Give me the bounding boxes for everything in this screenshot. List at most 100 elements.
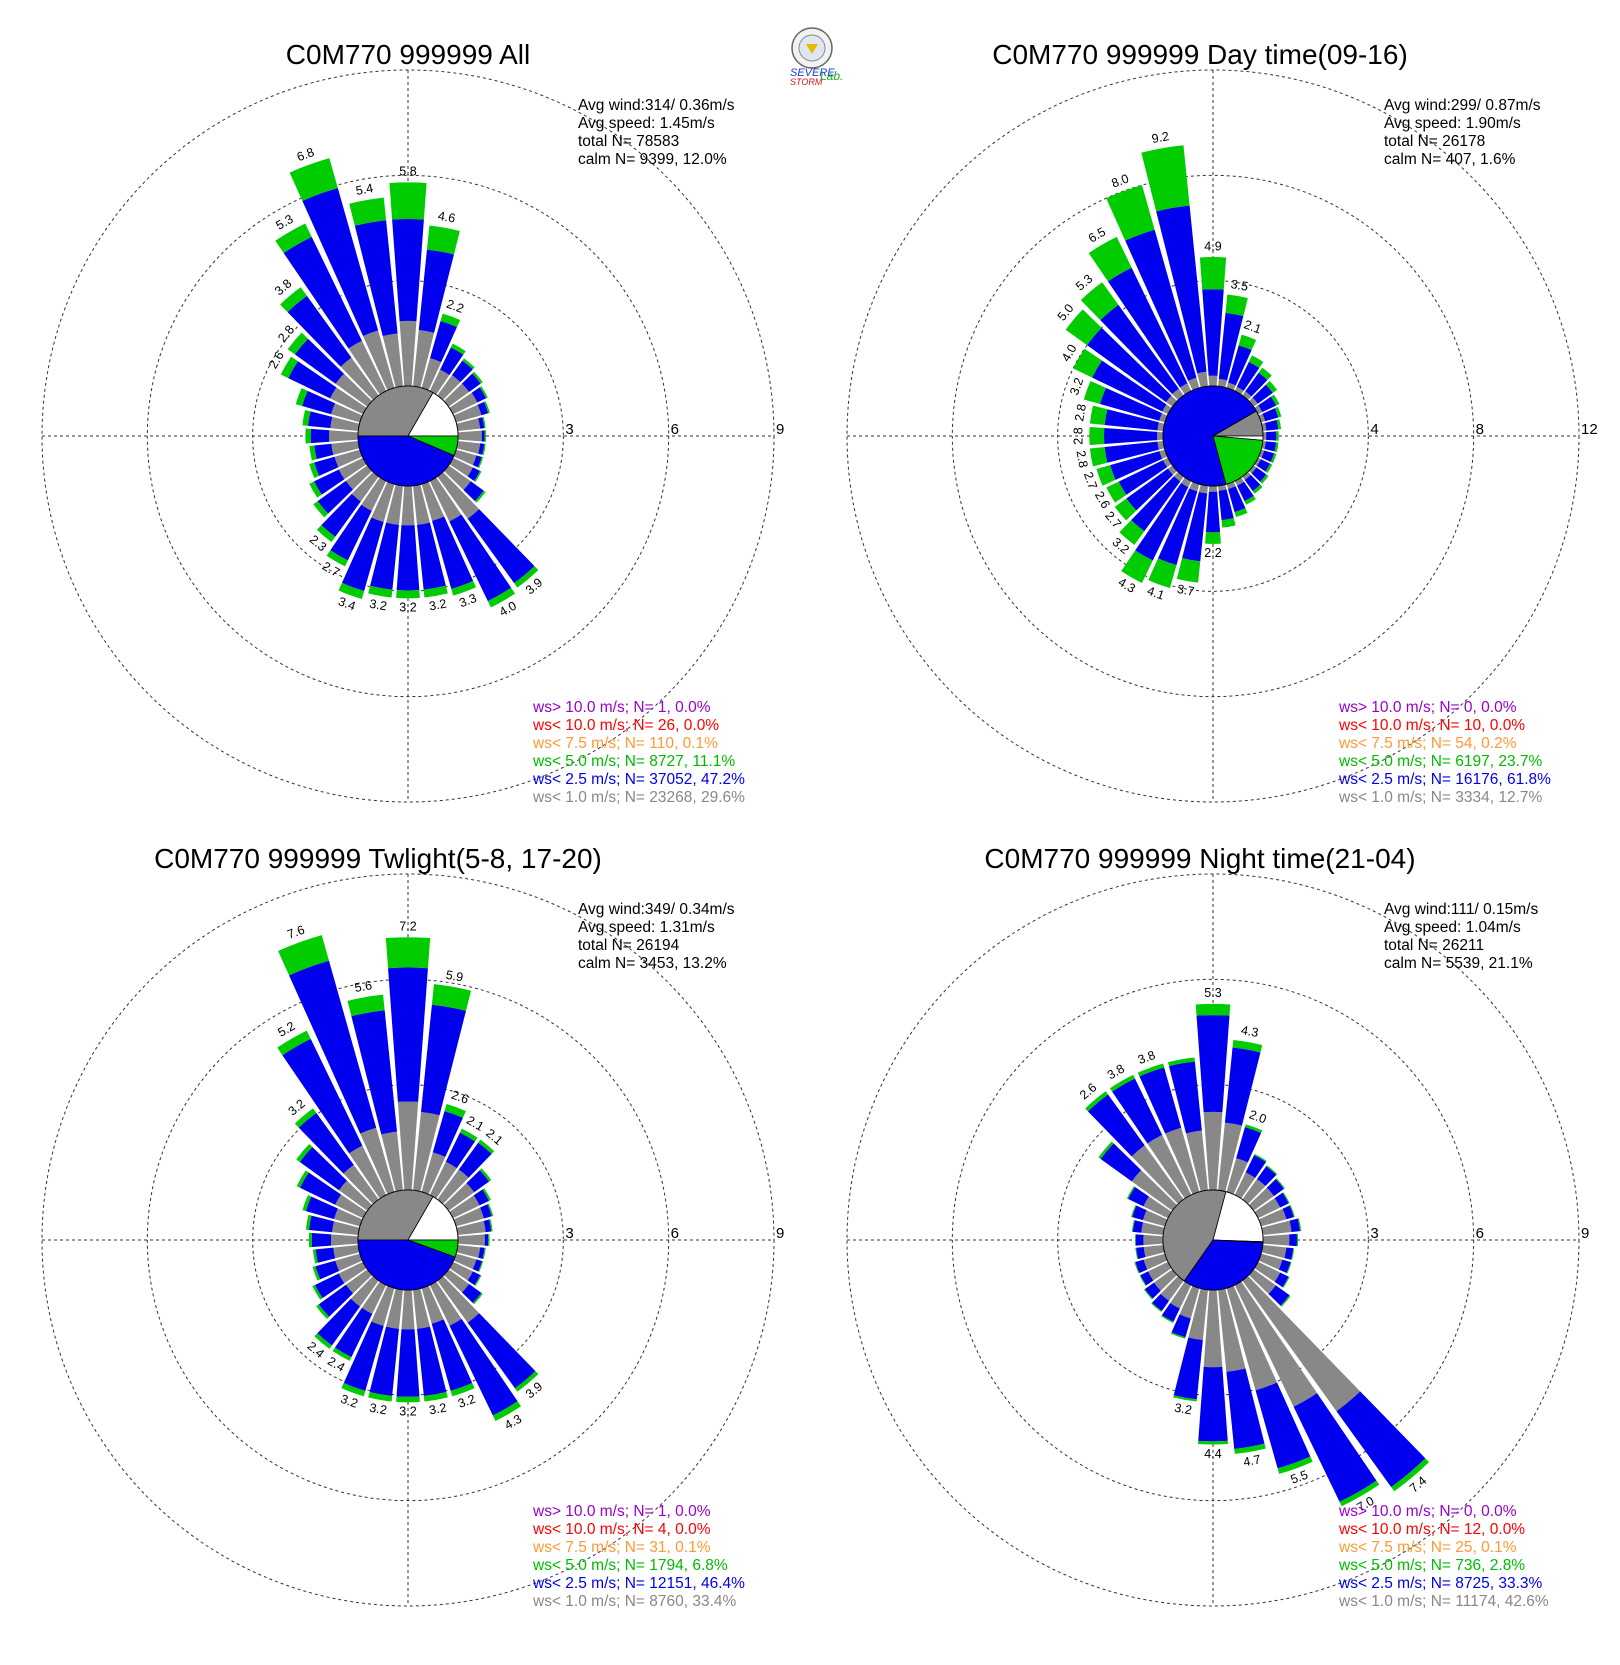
bar-segment-green <box>1088 236 1132 282</box>
bar-segment-gray <box>330 387 367 415</box>
bar-segment-blue <box>287 295 352 367</box>
bar-segment-blue <box>1100 1143 1142 1182</box>
direction-bar-170 <box>1218 484 1236 528</box>
bar-segment-green <box>287 332 309 355</box>
direction-bar-40 <box>437 358 475 401</box>
bar-segment-blue <box>1251 467 1267 482</box>
direction-bar-330 <box>1109 1074 1192 1199</box>
direction-bar-260 <box>1135 1245 1165 1260</box>
bar-segment-green <box>487 1203 494 1217</box>
legend-entry: ws> 10.0 m/s; N= 0, 0.0% <box>1338 699 1517 716</box>
bar-segment-green <box>277 1030 311 1056</box>
bar-value-label: 3.2 <box>428 597 448 614</box>
bar-value-label: 8.0 <box>1110 171 1131 190</box>
bar-segment-blue <box>315 1247 336 1263</box>
legend-entry: ws< 10.0 m/s; N= 10, 0.0% <box>1338 717 1525 734</box>
direction-bar-70 <box>1258 1205 1295 1227</box>
direction-bar-230 <box>316 1269 373 1319</box>
bar-segment-blue <box>1092 360 1167 412</box>
bar-segment-green <box>302 409 311 426</box>
bar-segment-green <box>1252 484 1263 494</box>
direction-bar-100 <box>1261 1245 1295 1261</box>
bar-segment-gray <box>1186 1130 1208 1192</box>
bar-segment-green <box>426 225 460 255</box>
bar-segment-blue <box>432 1111 463 1157</box>
bar-segment-gray <box>1218 484 1227 491</box>
bar-segment-green <box>474 470 482 482</box>
logo-severe: SEVERE <box>790 67 835 79</box>
direction-bar-250 <box>309 449 363 479</box>
bar-segment-green <box>474 490 486 503</box>
bar-segment-blue <box>1198 1366 1228 1442</box>
bar-value-label: 4.1 <box>1145 584 1166 603</box>
bar-segment-green <box>312 1266 321 1281</box>
bar-segment-green <box>482 443 486 456</box>
bar-segment-gray <box>1242 1275 1361 1412</box>
stats-line: total N= 26178 <box>1384 133 1485 150</box>
bar-segment-green <box>347 994 385 1017</box>
bar-segment-gray <box>1160 1275 1184 1301</box>
ring-label: 12 <box>1581 421 1598 438</box>
bar-segment-gray <box>1143 1253 1168 1270</box>
bar-segment-green <box>1232 1040 1263 1053</box>
bar-value-label: 5.6 <box>354 978 374 995</box>
direction-bar-290 <box>302 1195 363 1227</box>
bar-segment-blue <box>1156 205 1207 374</box>
direction-bar-10 <box>1218 294 1248 388</box>
bar-segment-blue <box>1087 1094 1145 1157</box>
direction-bar-0 <box>389 182 427 387</box>
stats-line: calm N= 5539, 21.1% <box>1384 955 1533 972</box>
bar-segment-blue <box>330 504 372 561</box>
logo-storm: STORM <box>790 77 823 87</box>
direction-bar-50 <box>1248 1178 1285 1211</box>
bar-segment-green <box>1085 1091 1109 1112</box>
bar-segment-green <box>1089 426 1105 446</box>
bar-segment-blue <box>1282 1205 1294 1220</box>
bar-segment-blue <box>317 480 354 514</box>
bar-value-label: 5.2 <box>275 1019 297 1040</box>
bar-segment-green <box>312 1249 318 1264</box>
bar-segment-gray <box>1258 1208 1287 1227</box>
direction-bar-130 <box>443 465 486 503</box>
bar-segment-blue <box>392 219 424 322</box>
bar-segment-blue <box>478 417 485 429</box>
bar-segment-blue <box>1182 492 1208 562</box>
bar-segment-gray <box>443 1269 470 1293</box>
bar-segment-gray <box>381 1131 403 1192</box>
bar-segment-gray <box>1242 391 1252 401</box>
direction-bar-90 <box>457 430 487 442</box>
bar-value-label: 5.8 <box>399 165 416 179</box>
bar-segment-green <box>1297 1218 1302 1232</box>
bar-segment-blue <box>1228 345 1252 386</box>
direction-bar-40 <box>437 1139 495 1205</box>
direction-bar-80 <box>456 416 486 431</box>
direction-bar-100 <box>456 441 486 456</box>
bar-segment-blue <box>1266 431 1277 441</box>
bar-segment-green <box>1265 463 1273 473</box>
bar-value-label: 3.5 <box>1230 277 1250 294</box>
bar-segment-gray <box>421 1285 444 1324</box>
bar-segment-gray <box>1242 471 1251 480</box>
bar-segment-green <box>1277 1456 1313 1474</box>
direction-bar-240 <box>1139 1261 1172 1286</box>
direction-bar-240 <box>1106 457 1172 503</box>
bar-segment-blue <box>1257 1166 1277 1187</box>
bar-segment-green <box>514 566 539 588</box>
bar-segment-green <box>296 1170 309 1188</box>
bar-segment-blue <box>466 1170 490 1193</box>
bar-segment-blue <box>1152 1293 1170 1311</box>
calm-pie <box>1162 1189 1264 1291</box>
bar-segment-gray <box>1248 1187 1274 1211</box>
direction-bar-200 <box>341 1285 395 1397</box>
stats-line: Avg speed: 1.31m/s <box>578 919 715 936</box>
bar-segment-green <box>302 1195 312 1212</box>
bar-value-label: 7.2 <box>399 919 416 933</box>
bar-segment-blue <box>477 401 489 416</box>
direction-bar-120 <box>449 457 482 482</box>
bar-segment-green <box>316 525 336 543</box>
direction-bar-110 <box>453 1253 484 1273</box>
bar-segment-blue <box>1131 476 1181 532</box>
direction-bar-190 <box>368 1288 403 1402</box>
bar-segment-blue <box>1126 468 1174 511</box>
bar-value-label: 9.2 <box>1151 129 1171 146</box>
